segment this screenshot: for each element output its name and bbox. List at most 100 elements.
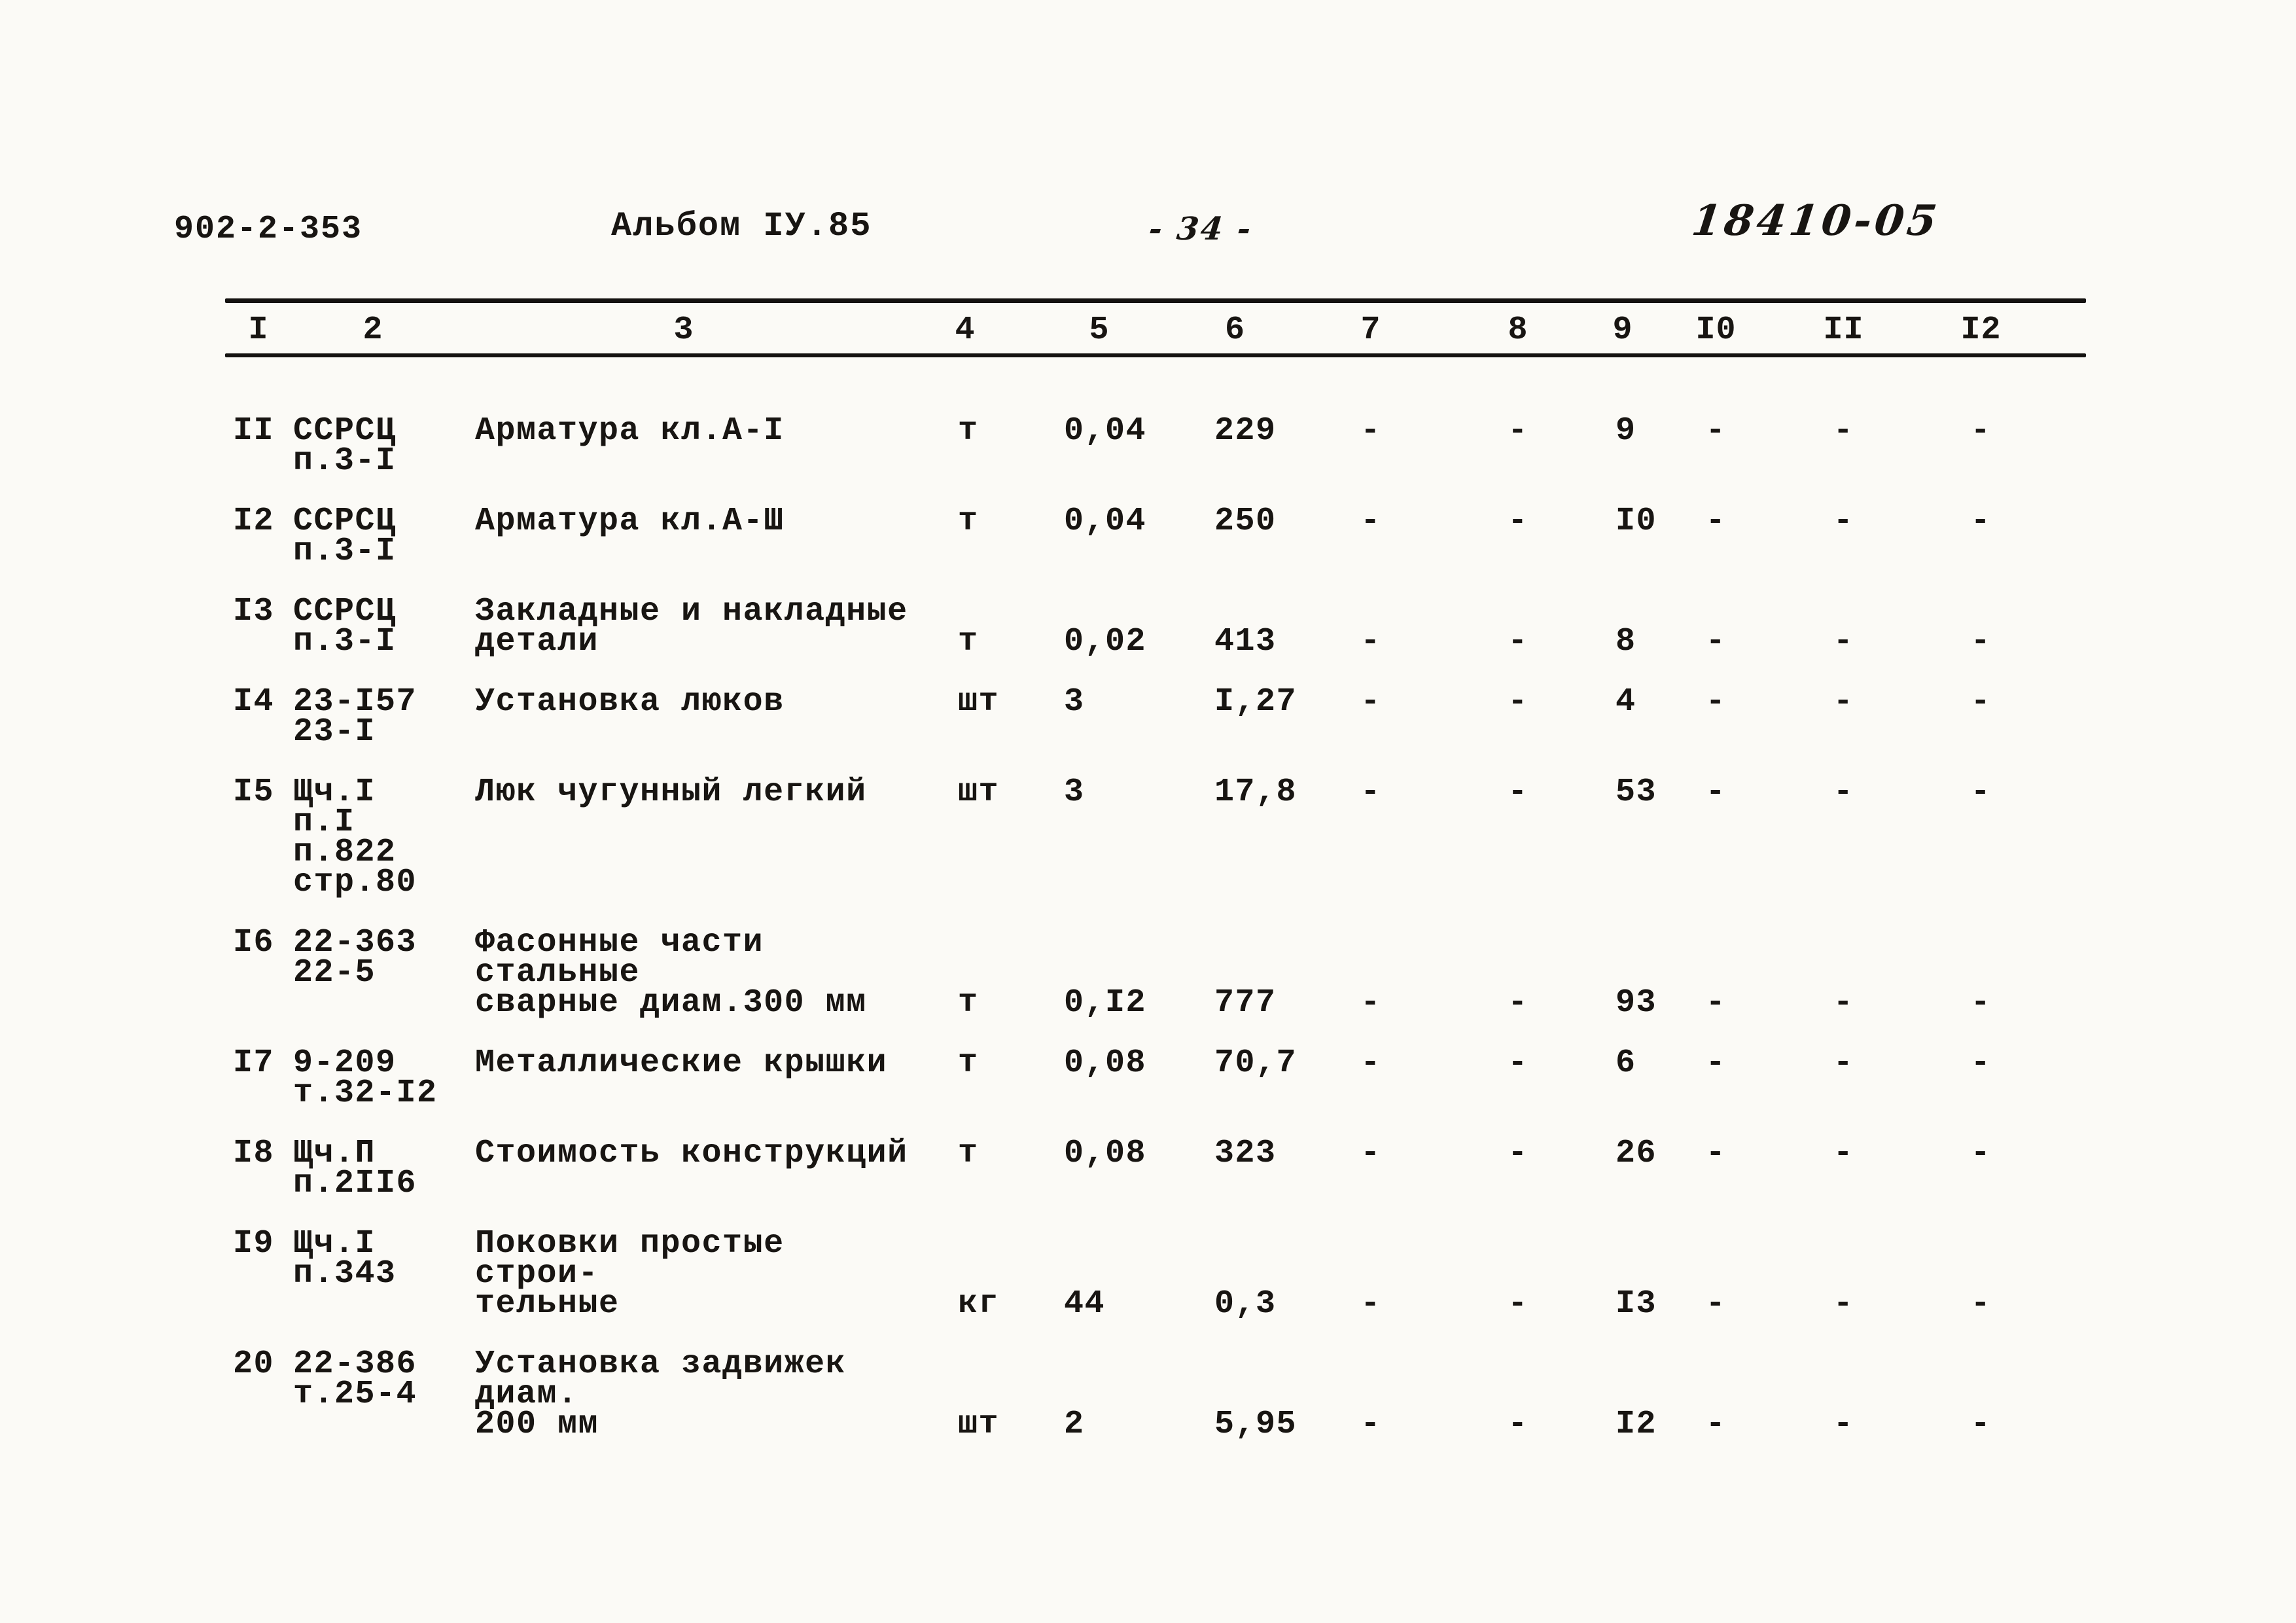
table-row: I2 ССРСЦ п.3-I Арматура кл.А-Ш т 0,04 250 - - I0… xyxy=(229,503,2048,570)
col10-value-cell: - xyxy=(1705,1135,1727,1172)
row-number-cell: I8 xyxy=(233,1135,275,1172)
row-number-cell: I4 xyxy=(233,683,275,721)
item-name-cell: Металлические крышки xyxy=(475,1044,888,1082)
unit-cell: шт xyxy=(958,683,1000,721)
unit-value-cell: 229 xyxy=(1214,412,1277,450)
col8-value-cell: - xyxy=(1508,1044,1528,1082)
row-number-cell: I7 xyxy=(233,1044,275,1082)
col12-value-cell: - xyxy=(1970,1406,1992,1443)
item-name-cell: Поковки простые строи- тельные xyxy=(475,1225,785,1323)
col11-value-cell: - xyxy=(1833,623,1854,660)
reference-code-cell: Щч.П п.2II6 xyxy=(293,1135,417,1202)
col10-value-cell: - xyxy=(1705,623,1727,660)
row-number-cell: I2 xyxy=(233,503,275,540)
table-row: I6 22-363 22-5 Фасонные части стальные сва… xyxy=(229,924,2048,1022)
table-body: II ССРСЦ п.3-I Арматура кл.А-I т 0,04 229 - - 9 -… xyxy=(229,412,2048,1470)
column-header: I xyxy=(248,312,269,349)
row-number-cell: I6 xyxy=(233,924,275,961)
item-name-cell: Стоимость конструкций xyxy=(475,1135,908,1172)
col8-value-cell: - xyxy=(1508,774,1528,811)
col8-value-cell: - xyxy=(1508,503,1528,540)
col7-value-cell: - xyxy=(1360,683,1381,721)
col9-value-cell: 53 xyxy=(1616,774,1657,811)
quantity-cell: 0,04 xyxy=(1064,503,1147,540)
column-header: I0 xyxy=(1695,312,1737,349)
unit-cell: т xyxy=(958,412,979,450)
col7-value-cell: - xyxy=(1360,623,1381,660)
col10-value-cell: - xyxy=(1705,503,1727,540)
unit-cell: кг xyxy=(958,1285,1000,1323)
col8-value-cell: - xyxy=(1508,1135,1528,1172)
col7-value-cell: - xyxy=(1360,1135,1381,1172)
doc-number: 902-2-353 xyxy=(174,211,363,248)
quantity-cell: 3 xyxy=(1064,774,1085,811)
col12-value-cell: - xyxy=(1970,1135,1992,1172)
table-row: I8 Щч.П п.2II6 Стоимость конструкций т 0,08 3… xyxy=(229,1135,2048,1202)
album-title: Альбом IУ.85 xyxy=(611,207,872,245)
row-number-cell: I5 xyxy=(233,774,275,811)
col9-value-cell: 9 xyxy=(1616,412,1636,450)
unit-value-cell: 70,7 xyxy=(1214,1044,1298,1082)
col7-value-cell: - xyxy=(1360,1285,1381,1323)
reference-code-cell: ССРСЦ п.3-I xyxy=(293,412,397,480)
unit-value-cell: 323 xyxy=(1214,1135,1277,1172)
col12-value-cell: - xyxy=(1970,1044,1992,1082)
column-header: 8 xyxy=(1508,312,1528,349)
quantity-cell: 0,I2 xyxy=(1064,984,1147,1022)
col9-value-cell: I0 xyxy=(1616,503,1657,540)
table-row: I4 23-I57 23-I Установка люков шт 3 I,27 - - 4 - -… xyxy=(229,683,2048,751)
quantity-cell: 2 xyxy=(1064,1406,1085,1443)
stamp-number: 18410-05 xyxy=(1689,196,1943,245)
quantity-cell: 0,08 xyxy=(1064,1135,1147,1172)
unit-cell: шт xyxy=(958,1406,1000,1443)
reference-code-cell: 22-386 т.25-4 xyxy=(293,1346,417,1413)
unit-cell: т xyxy=(958,984,979,1022)
item-name-cell: Арматура кл.А-Ш xyxy=(475,503,785,540)
col9-value-cell: 93 xyxy=(1616,984,1657,1022)
col9-value-cell: I2 xyxy=(1616,1406,1657,1443)
reference-code-cell: 23-I57 23-I xyxy=(293,683,417,751)
col12-value-cell: - xyxy=(1970,984,1992,1022)
item-name-cell: Люк чугунный легкий xyxy=(475,774,867,811)
col9-value-cell: 8 xyxy=(1616,623,1636,660)
row-number-cell: I9 xyxy=(233,1225,275,1262)
column-header: I2 xyxy=(1960,312,2002,349)
col8-value-cell: - xyxy=(1508,1406,1528,1443)
col11-value-cell: - xyxy=(1833,1406,1854,1443)
col9-value-cell: I3 xyxy=(1616,1285,1657,1323)
col11-value-cell: - xyxy=(1833,1135,1854,1172)
column-header: 2 xyxy=(362,312,383,349)
col11-value-cell: - xyxy=(1833,412,1854,450)
unit-value-cell: 250 xyxy=(1214,503,1277,540)
col8-value-cell: - xyxy=(1508,683,1528,721)
unit-cell: т xyxy=(958,503,979,540)
quantity-cell: 44 xyxy=(1064,1285,1106,1323)
unit-value-cell: 777 xyxy=(1214,984,1277,1022)
column-header: 7 xyxy=(1360,312,1381,349)
col11-value-cell: - xyxy=(1833,1044,1854,1082)
col11-value-cell: - xyxy=(1833,1285,1854,1323)
row-number-cell: II xyxy=(233,412,275,450)
row-number-cell: I3 xyxy=(233,593,275,630)
col7-value-cell: - xyxy=(1360,412,1381,450)
col10-value-cell: - xyxy=(1705,774,1727,811)
item-name-cell: Закладные и накладные детали xyxy=(475,593,908,660)
column-header: 9 xyxy=(1612,312,1633,349)
col7-value-cell: - xyxy=(1360,1044,1381,1082)
col7-value-cell: - xyxy=(1360,503,1381,540)
col7-value-cell: - xyxy=(1360,774,1381,811)
col12-value-cell: - xyxy=(1970,623,1992,660)
quantity-cell: 0,04 xyxy=(1064,412,1147,450)
table-row: I3 ССРСЦ п.3-I Закладные и накладные детал… xyxy=(229,593,2048,660)
reference-code-cell: Щч.I п.343 xyxy=(293,1225,397,1293)
item-name-cell: Арматура кл.А-I xyxy=(475,412,785,450)
reference-code-cell: Щч.I п.I п.822 стр.80 xyxy=(293,774,417,901)
col12-value-cell: - xyxy=(1970,412,1992,450)
col9-value-cell: 6 xyxy=(1616,1044,1636,1082)
item-name-cell: Установка люков xyxy=(475,683,785,721)
reference-code-cell: ССРСЦ п.3-I xyxy=(293,503,397,570)
col10-value-cell: - xyxy=(1705,683,1727,721)
table-row: 20 22-386 т.25-4 Установка задвижек диам. … xyxy=(229,1346,2048,1443)
quantity-cell: 0,08 xyxy=(1064,1044,1147,1082)
